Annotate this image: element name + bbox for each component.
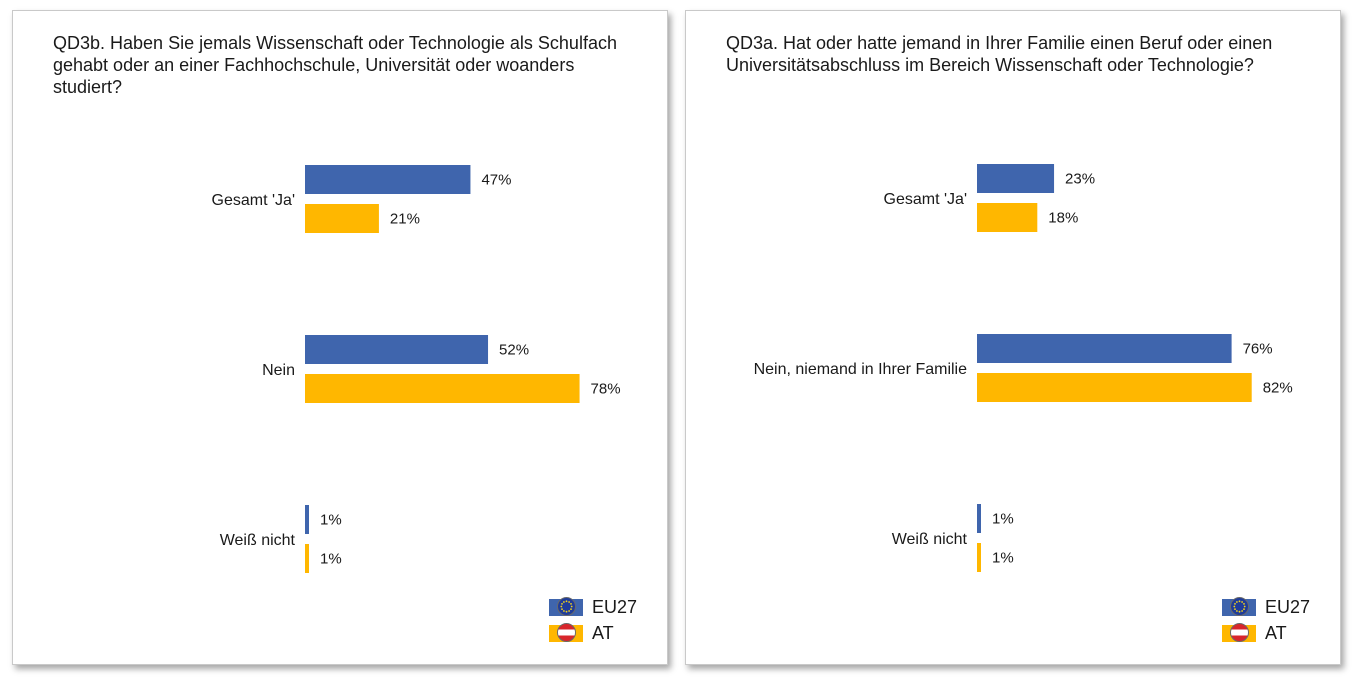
eu-star xyxy=(1233,605,1236,607)
austria-flag-circle xyxy=(1229,622,1249,642)
data-label-eu27-weiss-nicht: 1% xyxy=(320,512,342,529)
chart-panel-qd3a: QD3a. Hat oder hatte jemand in Ihrer Fam… xyxy=(685,10,1341,665)
eu-star xyxy=(1241,609,1243,612)
data-label-eu27-nein-niemand-in-ihrer-familie: 76% xyxy=(1243,341,1273,358)
eu-star xyxy=(562,600,565,603)
eu-star xyxy=(1235,609,1238,612)
legend-item-eu27: EU27 xyxy=(1221,594,1310,620)
legend-item-eu27: EU27 xyxy=(548,594,637,620)
eu-star xyxy=(1238,599,1241,602)
legend-label-eu27: EU27 xyxy=(1264,596,1310,617)
category-label-gesamt-ja: Gesamt 'Ja' xyxy=(212,192,295,209)
eu-star xyxy=(1234,602,1236,605)
eu-flag-circle xyxy=(1229,596,1249,616)
category-label-weiss-nicht: Weiß nicht xyxy=(892,531,968,548)
eu-star xyxy=(565,610,568,613)
bar-at-nein xyxy=(305,374,580,403)
bar-at-nein-niemand-in-ihrer-familie xyxy=(977,373,1252,402)
bar-eu27-gesamt-ja xyxy=(977,164,1055,193)
data-label-at-nein-niemand-in-ihrer-familie: 82% xyxy=(1263,380,1293,397)
legend-item-at: AT xyxy=(1221,620,1310,646)
austria-flag-circle xyxy=(556,622,576,642)
eu-star xyxy=(1241,600,1243,603)
data-label-eu27-gesamt-ja: 47% xyxy=(481,172,511,189)
eu-star xyxy=(1238,610,1241,613)
legend-item-at: AT xyxy=(548,620,637,646)
bar-chart-qd3b: Gesamt 'Ja' 47% 21% Nein 52% 78% Weiß nicht 1% 1… xyxy=(212,165,621,573)
eu-star xyxy=(1243,602,1245,605)
legend: EU27 AT xyxy=(1221,594,1310,646)
eu-star xyxy=(565,599,568,602)
eu-star xyxy=(570,605,573,607)
bar-at-gesamt-ja xyxy=(305,204,379,233)
category-label-gesamt-ja: Gesamt 'Ja' xyxy=(884,191,967,208)
eu-star xyxy=(1243,605,1246,607)
eu-star xyxy=(562,609,565,612)
austria-flag-icon xyxy=(548,622,583,642)
eu-star xyxy=(570,602,572,605)
category-label-nein: Nein xyxy=(262,362,295,379)
eu-flag-icon xyxy=(1221,596,1256,616)
legend-label-eu27: EU27 xyxy=(591,596,637,617)
bar-eu27-nein xyxy=(305,335,489,364)
bar-at-weiss-nicht xyxy=(305,544,309,573)
eu-star xyxy=(568,609,570,612)
legend-label-at: AT xyxy=(591,622,614,643)
eu-flag-icon xyxy=(548,596,583,616)
chart-panel-qd3b: QD3b. Haben Sie jemals Wissenschaft oder… xyxy=(12,10,668,665)
data-label-at-weiss-nicht: 1% xyxy=(992,550,1014,567)
eu-star xyxy=(560,605,563,607)
data-label-eu27-nein: 52% xyxy=(499,342,529,359)
eu-star xyxy=(1235,600,1238,603)
category-label-nein-niemand-in-ihrer-familie: Nein, niemand in Ihrer Familie xyxy=(754,361,968,378)
eu-star xyxy=(570,607,572,610)
data-label-at-nein: 78% xyxy=(591,381,621,398)
eu-star xyxy=(1234,607,1236,610)
bar-at-weiss-nicht xyxy=(977,543,981,572)
bar-eu27-gesamt-ja xyxy=(305,165,471,194)
data-label-at-weiss-nicht: 1% xyxy=(320,551,342,568)
austria-flag-icon xyxy=(1221,622,1256,642)
data-label-at-gesamt-ja: 18% xyxy=(1048,210,1078,227)
eu-star xyxy=(1243,607,1245,610)
bar-eu27-nein-niemand-in-ihrer-familie xyxy=(977,334,1232,363)
eu-flag-circle xyxy=(556,596,576,616)
eu-star xyxy=(568,600,570,603)
chart-title: QD3b. Haben Sie jemals Wissenschaft oder… xyxy=(53,33,617,97)
data-label-at-gesamt-ja: 21% xyxy=(390,211,420,228)
chart-title: QD3a. Hat oder hatte jemand in Ihrer Fam… xyxy=(726,33,1273,75)
bar-at-gesamt-ja xyxy=(977,203,1038,232)
eu-star xyxy=(561,602,563,605)
data-label-eu27-gesamt-ja: 23% xyxy=(1065,171,1095,188)
legend: EU27 AT xyxy=(548,594,637,646)
eu-star xyxy=(561,607,563,610)
data-label-eu27-weiss-nicht: 1% xyxy=(992,511,1014,528)
category-label-weiss-nicht: Weiß nicht xyxy=(220,532,296,549)
bar-eu27-weiss-nicht xyxy=(977,504,981,533)
bar-chart-qd3a: Gesamt 'Ja' 23% 18% Nein, niemand in Ihrer … xyxy=(754,164,1293,572)
legend-label-at: AT xyxy=(1264,622,1287,643)
bar-eu27-weiss-nicht xyxy=(305,505,309,534)
